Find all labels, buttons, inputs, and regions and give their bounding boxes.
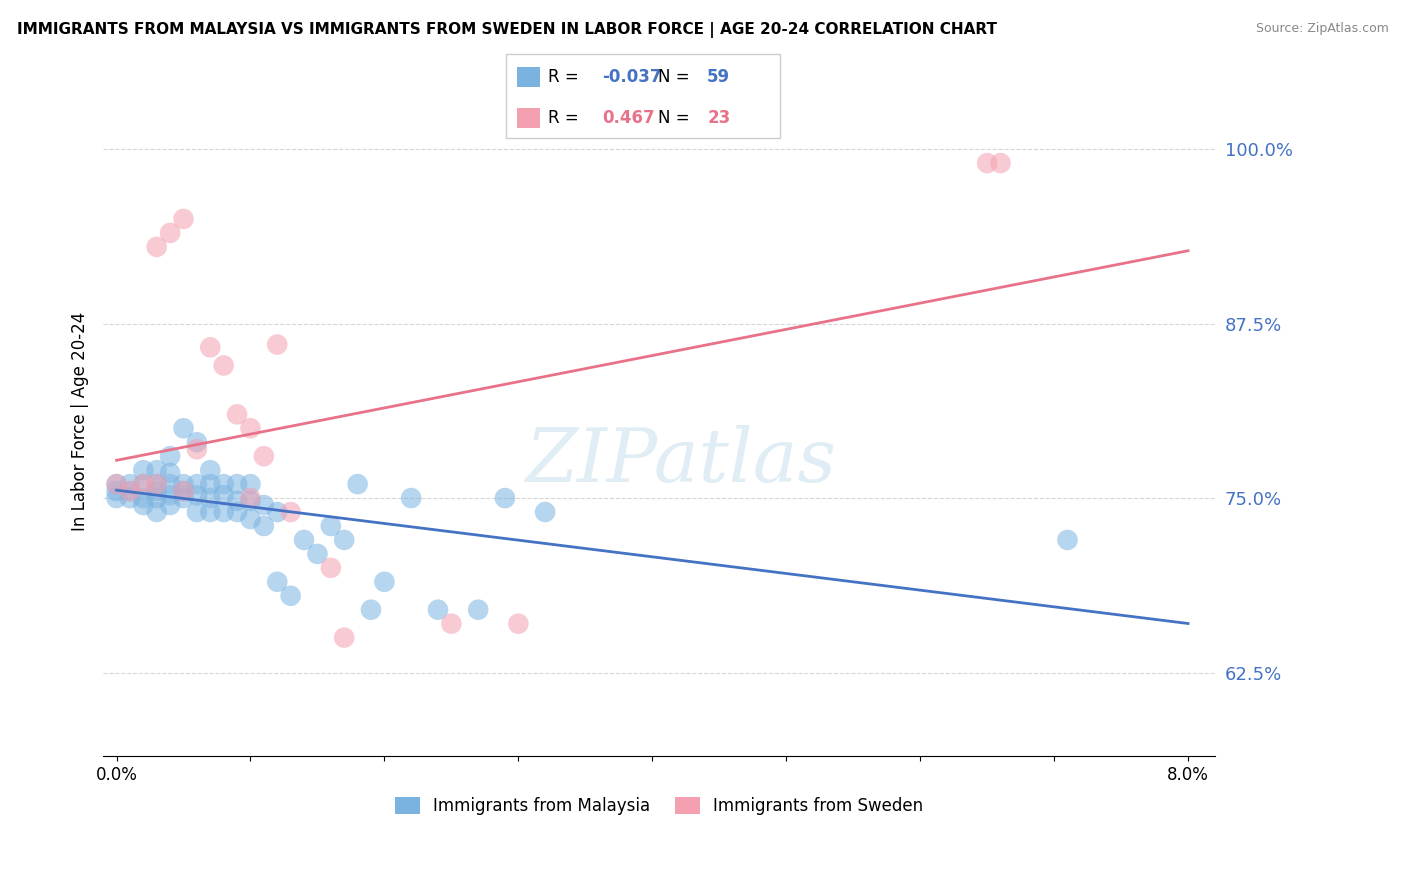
Point	[266, 337, 288, 351]
Point	[212, 505, 235, 519]
Point	[373, 574, 395, 589]
Point	[186, 435, 208, 450]
Point	[467, 603, 489, 617]
Legend: Immigrants from Malaysia, Immigrants from Sweden: Immigrants from Malaysia, Immigrants fro…	[388, 790, 931, 822]
Point	[333, 631, 356, 645]
Point	[200, 477, 222, 491]
Point	[159, 449, 181, 463]
Text: N =: N =	[658, 109, 689, 127]
Point	[145, 463, 167, 477]
Point	[186, 442, 208, 457]
Point	[118, 477, 141, 491]
Text: 23: 23	[707, 109, 731, 127]
Point	[105, 491, 128, 505]
Text: R =: R =	[548, 68, 579, 86]
Text: 59: 59	[707, 68, 730, 86]
Text: Source: ZipAtlas.com: Source: ZipAtlas.com	[1256, 22, 1389, 36]
Point	[145, 477, 167, 491]
Point	[292, 533, 315, 547]
Point	[346, 477, 368, 491]
Point	[159, 466, 181, 480]
Point	[266, 574, 288, 589]
Point	[976, 156, 998, 170]
Point	[319, 519, 342, 533]
Point	[990, 156, 1012, 170]
Point	[200, 491, 222, 505]
Point	[132, 498, 155, 512]
Point	[132, 477, 155, 491]
Point	[360, 603, 382, 617]
Point	[132, 477, 155, 491]
Point	[200, 463, 222, 477]
Text: R =: R =	[548, 109, 579, 127]
Point	[145, 505, 167, 519]
Text: 0.467: 0.467	[602, 109, 654, 127]
Point	[145, 491, 167, 505]
Point	[159, 488, 181, 502]
Point	[212, 477, 235, 491]
Point	[173, 491, 195, 505]
Point	[118, 484, 141, 499]
Point	[173, 484, 195, 499]
Text: ZIPatlas: ZIPatlas	[526, 425, 837, 498]
Point	[319, 561, 342, 575]
Point	[307, 547, 329, 561]
Point	[118, 491, 141, 505]
Point	[427, 603, 450, 617]
Point	[280, 589, 302, 603]
Point	[200, 505, 222, 519]
Point	[200, 340, 222, 354]
Point	[440, 616, 463, 631]
Point	[212, 359, 235, 373]
Point	[280, 505, 302, 519]
Point	[226, 407, 249, 421]
Point	[173, 484, 195, 499]
Point	[1056, 533, 1078, 547]
Point	[226, 477, 249, 491]
Point	[253, 519, 276, 533]
Point	[145, 240, 167, 254]
Point	[118, 484, 141, 499]
Point	[159, 226, 181, 240]
Point	[399, 491, 422, 505]
Point	[239, 477, 262, 491]
Point	[508, 616, 530, 631]
Point	[159, 498, 181, 512]
Point	[239, 494, 262, 508]
Point	[494, 491, 516, 505]
Point	[212, 488, 235, 502]
Point	[266, 505, 288, 519]
Point	[239, 512, 262, 526]
Point	[333, 533, 356, 547]
Point	[253, 449, 276, 463]
Point	[534, 505, 557, 519]
Point	[105, 484, 128, 499]
Point	[239, 491, 262, 505]
Y-axis label: In Labor Force | Age 20-24: In Labor Force | Age 20-24	[72, 311, 89, 531]
Point	[159, 477, 181, 491]
Point	[105, 477, 128, 491]
Text: IMMIGRANTS FROM MALAYSIA VS IMMIGRANTS FROM SWEDEN IN LABOR FORCE | AGE 20-24 CO: IMMIGRANTS FROM MALAYSIA VS IMMIGRANTS F…	[17, 22, 997, 38]
Point	[186, 477, 208, 491]
Point	[226, 494, 249, 508]
Point	[145, 477, 167, 491]
Point	[105, 477, 128, 491]
Point	[132, 491, 155, 505]
Point	[173, 477, 195, 491]
Point	[186, 505, 208, 519]
Point	[132, 463, 155, 477]
Point	[173, 421, 195, 435]
Point	[226, 505, 249, 519]
Text: N =: N =	[658, 68, 689, 86]
Point	[145, 484, 167, 499]
Point	[173, 211, 195, 226]
Point	[253, 498, 276, 512]
Point	[186, 488, 208, 502]
Point	[239, 421, 262, 435]
Text: -0.037: -0.037	[602, 68, 661, 86]
